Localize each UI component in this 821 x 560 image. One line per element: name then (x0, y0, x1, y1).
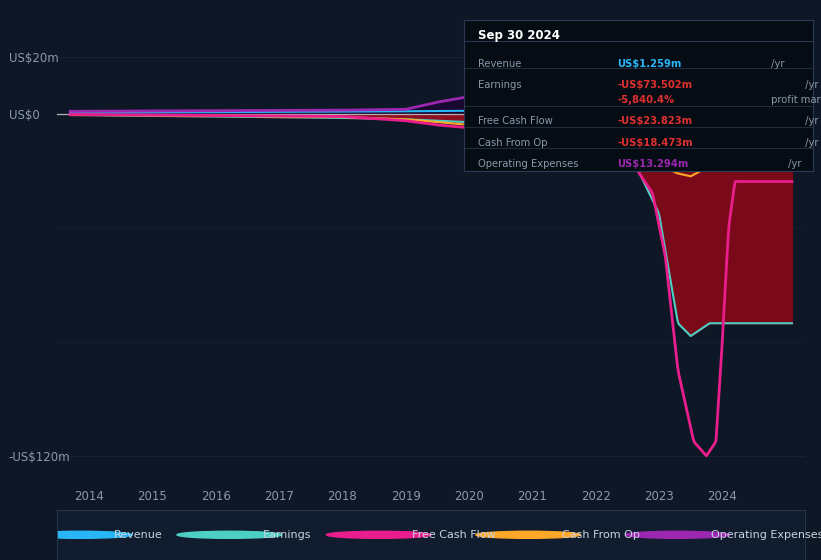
Circle shape (28, 531, 132, 538)
Text: /yr: /yr (801, 138, 818, 147)
Text: -US$23.823m: -US$23.823m (617, 116, 693, 127)
Text: /yr: /yr (785, 158, 801, 169)
Text: Sep 30 2024: Sep 30 2024 (478, 29, 560, 41)
Text: /yr: /yr (768, 59, 785, 69)
Text: Operating Expenses: Operating Expenses (478, 158, 578, 169)
Text: Earnings: Earnings (478, 80, 521, 90)
Circle shape (626, 531, 730, 538)
Text: Free Cash Flow: Free Cash Flow (412, 530, 496, 540)
Text: Earnings: Earnings (263, 530, 311, 540)
Text: Cash From Op: Cash From Op (562, 530, 640, 540)
Circle shape (327, 531, 431, 538)
Circle shape (476, 531, 580, 538)
Text: Operating Expenses: Operating Expenses (711, 530, 821, 540)
Text: /yr: /yr (801, 80, 818, 90)
Text: /yr: /yr (801, 116, 818, 127)
Text: -US$18.473m: -US$18.473m (617, 138, 693, 147)
Text: profit margin: profit margin (768, 95, 821, 105)
Text: -US$73.502m: -US$73.502m (617, 80, 693, 90)
Text: Cash From Op: Cash From Op (478, 138, 548, 147)
Text: US$13.294m: US$13.294m (617, 158, 689, 169)
Text: Revenue: Revenue (113, 530, 163, 540)
Text: Free Cash Flow: Free Cash Flow (478, 116, 553, 127)
Text: -5,840.4%: -5,840.4% (617, 95, 675, 105)
Text: US$1.259m: US$1.259m (617, 59, 681, 69)
Text: Revenue: Revenue (478, 59, 521, 69)
Circle shape (177, 531, 282, 538)
